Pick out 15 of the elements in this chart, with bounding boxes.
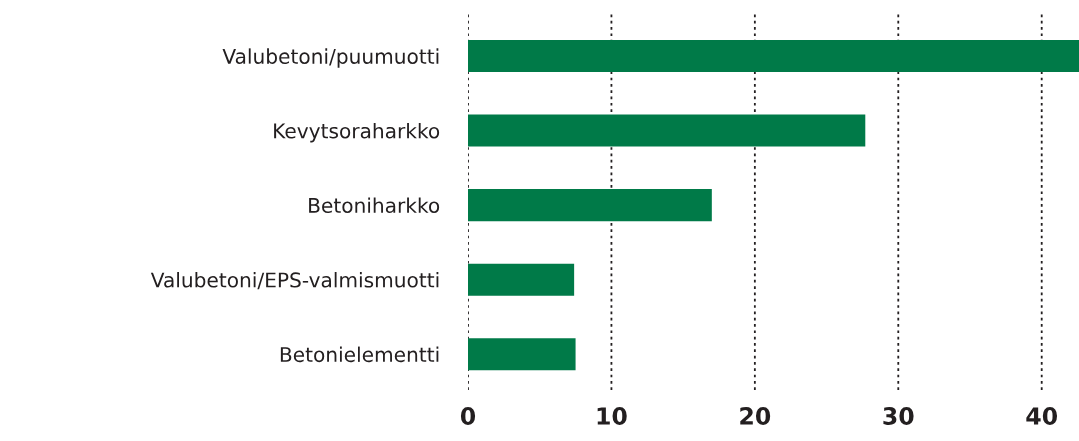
y-tick-label: Betonielementti	[280, 346, 439, 363]
x-tick-label: 10	[597, 407, 627, 425]
y-tick-label: Kevytsoraharkko	[274, 122, 440, 143]
bar	[468, 338, 576, 371]
y-tick-label: Betoniharkko	[309, 197, 440, 214]
x-tick-label: 40	[1026, 407, 1058, 425]
bar	[468, 263, 575, 296]
bar	[468, 114, 866, 147]
x-tick-label: 20	[740, 407, 771, 425]
y-tick-label: Valubetoni/puumuotti	[222, 48, 439, 68]
x-tick-label: 0	[460, 407, 476, 425]
x-tick-label: 30	[883, 407, 914, 425]
bar	[468, 39, 1079, 73]
bar	[468, 189, 712, 222]
y-tick-label: Valubetoni/EPS-valmismuotti	[150, 272, 439, 290]
